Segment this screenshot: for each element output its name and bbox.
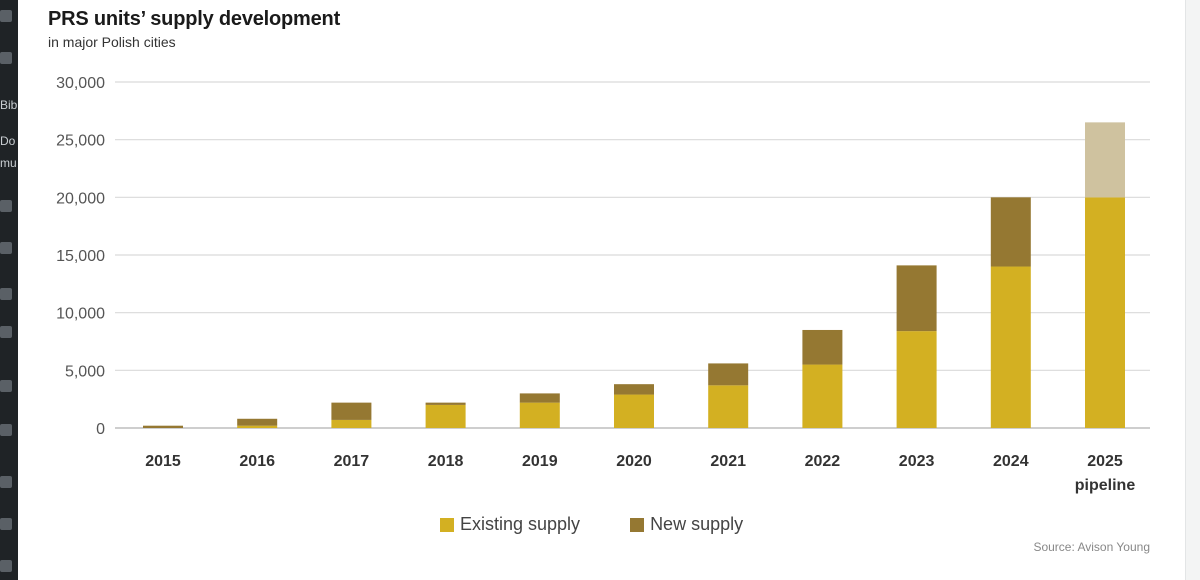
bar-segment-new [519, 393, 560, 403]
bar-segment-new [708, 363, 749, 386]
folder-icon[interactable] [0, 424, 12, 436]
list-icon[interactable] [0, 380, 12, 392]
scrollbar[interactable] [1185, 0, 1200, 580]
bars [143, 122, 1125, 428]
y-tick-label: 15,000 [56, 248, 105, 265]
x-tick-label: 2022 [805, 453, 841, 470]
bar-segment-new [143, 425, 183, 428]
x-tick-label: 2017 [334, 453, 370, 470]
x-tick-label: 2024 [993, 453, 1029, 470]
x-tick-label: 2019 [522, 453, 558, 470]
user-icon[interactable] [0, 560, 12, 572]
bar-segment-existing [425, 404, 466, 428]
bar-segment-existing [802, 364, 843, 428]
bar-segment-new [331, 402, 372, 420]
x-tick-label: 2021 [710, 453, 746, 470]
x-tick-label: 2025 [1087, 453, 1123, 470]
x-tick-label: 2023 [899, 453, 935, 470]
mail-icon[interactable] [0, 326, 12, 338]
sidebar-fragment-1: Bib [0, 98, 18, 112]
legend-label-new: New supply [650, 514, 744, 534]
sidebar-fragment-3: mu [0, 156, 17, 170]
legend-label-existing: Existing supply [460, 514, 581, 534]
bar-segment-new [896, 265, 937, 332]
legend-swatch-new [630, 517, 645, 532]
bar-segment-existing [990, 266, 1031, 428]
tag-icon[interactable] [0, 476, 12, 488]
chat-icon[interactable] [0, 242, 12, 254]
x-axis-labels: 2015 2016 2017 2018 2019 2020 2021 2022 2023 2024… [145, 453, 1135, 494]
x-tick-label: 2015 [145, 453, 181, 470]
left-panel-edge: Bib Do mu [0, 0, 18, 580]
bar-segment-existing [614, 394, 654, 428]
bar-segment-new [802, 329, 843, 365]
bar-segment-existing [1085, 197, 1125, 428]
chart-subtitle: in major Polish cities [48, 34, 176, 50]
legend-item-existing: Existing supply [440, 514, 580, 535]
bar-segment-new [425, 402, 466, 405]
legend-item-new: New supply [630, 514, 743, 535]
y-tick-label: 20,000 [56, 190, 105, 207]
x-tick-label: pipeline [1075, 477, 1136, 494]
home-icon[interactable] [0, 52, 12, 64]
y-axis-ticks: 0 5,000 10,000 15,000 20,000 25,000 30,000 [56, 75, 105, 438]
x-tick-label: 2020 [616, 453, 652, 470]
bar-segment-existing [237, 425, 278, 428]
y-tick-label: 30,000 [56, 75, 105, 92]
bar-segment-existing [896, 331, 937, 428]
chart-title: PRS units’ supply development [48, 8, 341, 30]
bar-segment-new [614, 384, 654, 395]
bar-segment-existing [519, 402, 560, 428]
leaf-icon[interactable] [0, 288, 12, 300]
bar-segment-new [237, 418, 278, 426]
sidebar-fragment-2: Do [0, 134, 16, 148]
source-note: Source: Avison Young [1033, 540, 1150, 554]
bar-segment-new [1085, 122, 1125, 198]
bar-segment-existing [708, 385, 749, 428]
x-tick-label: 2016 [239, 453, 275, 470]
legend: Existing supply New supply [440, 514, 743, 535]
y-tick-label: 10,000 [56, 306, 105, 323]
bar-segment-existing [331, 419, 372, 428]
document-icon[interactable] [0, 200, 12, 212]
y-tick-label: 25,000 [56, 133, 105, 150]
x-tick-label: 2018 [428, 453, 464, 470]
y-tick-label: 5,000 [65, 363, 105, 380]
pin-icon[interactable] [0, 10, 12, 22]
legend-swatch-existing [440, 517, 454, 532]
bar-segment-new [990, 197, 1031, 267]
tools-icon[interactable] [0, 518, 12, 530]
y-tick-label: 0 [96, 421, 105, 438]
